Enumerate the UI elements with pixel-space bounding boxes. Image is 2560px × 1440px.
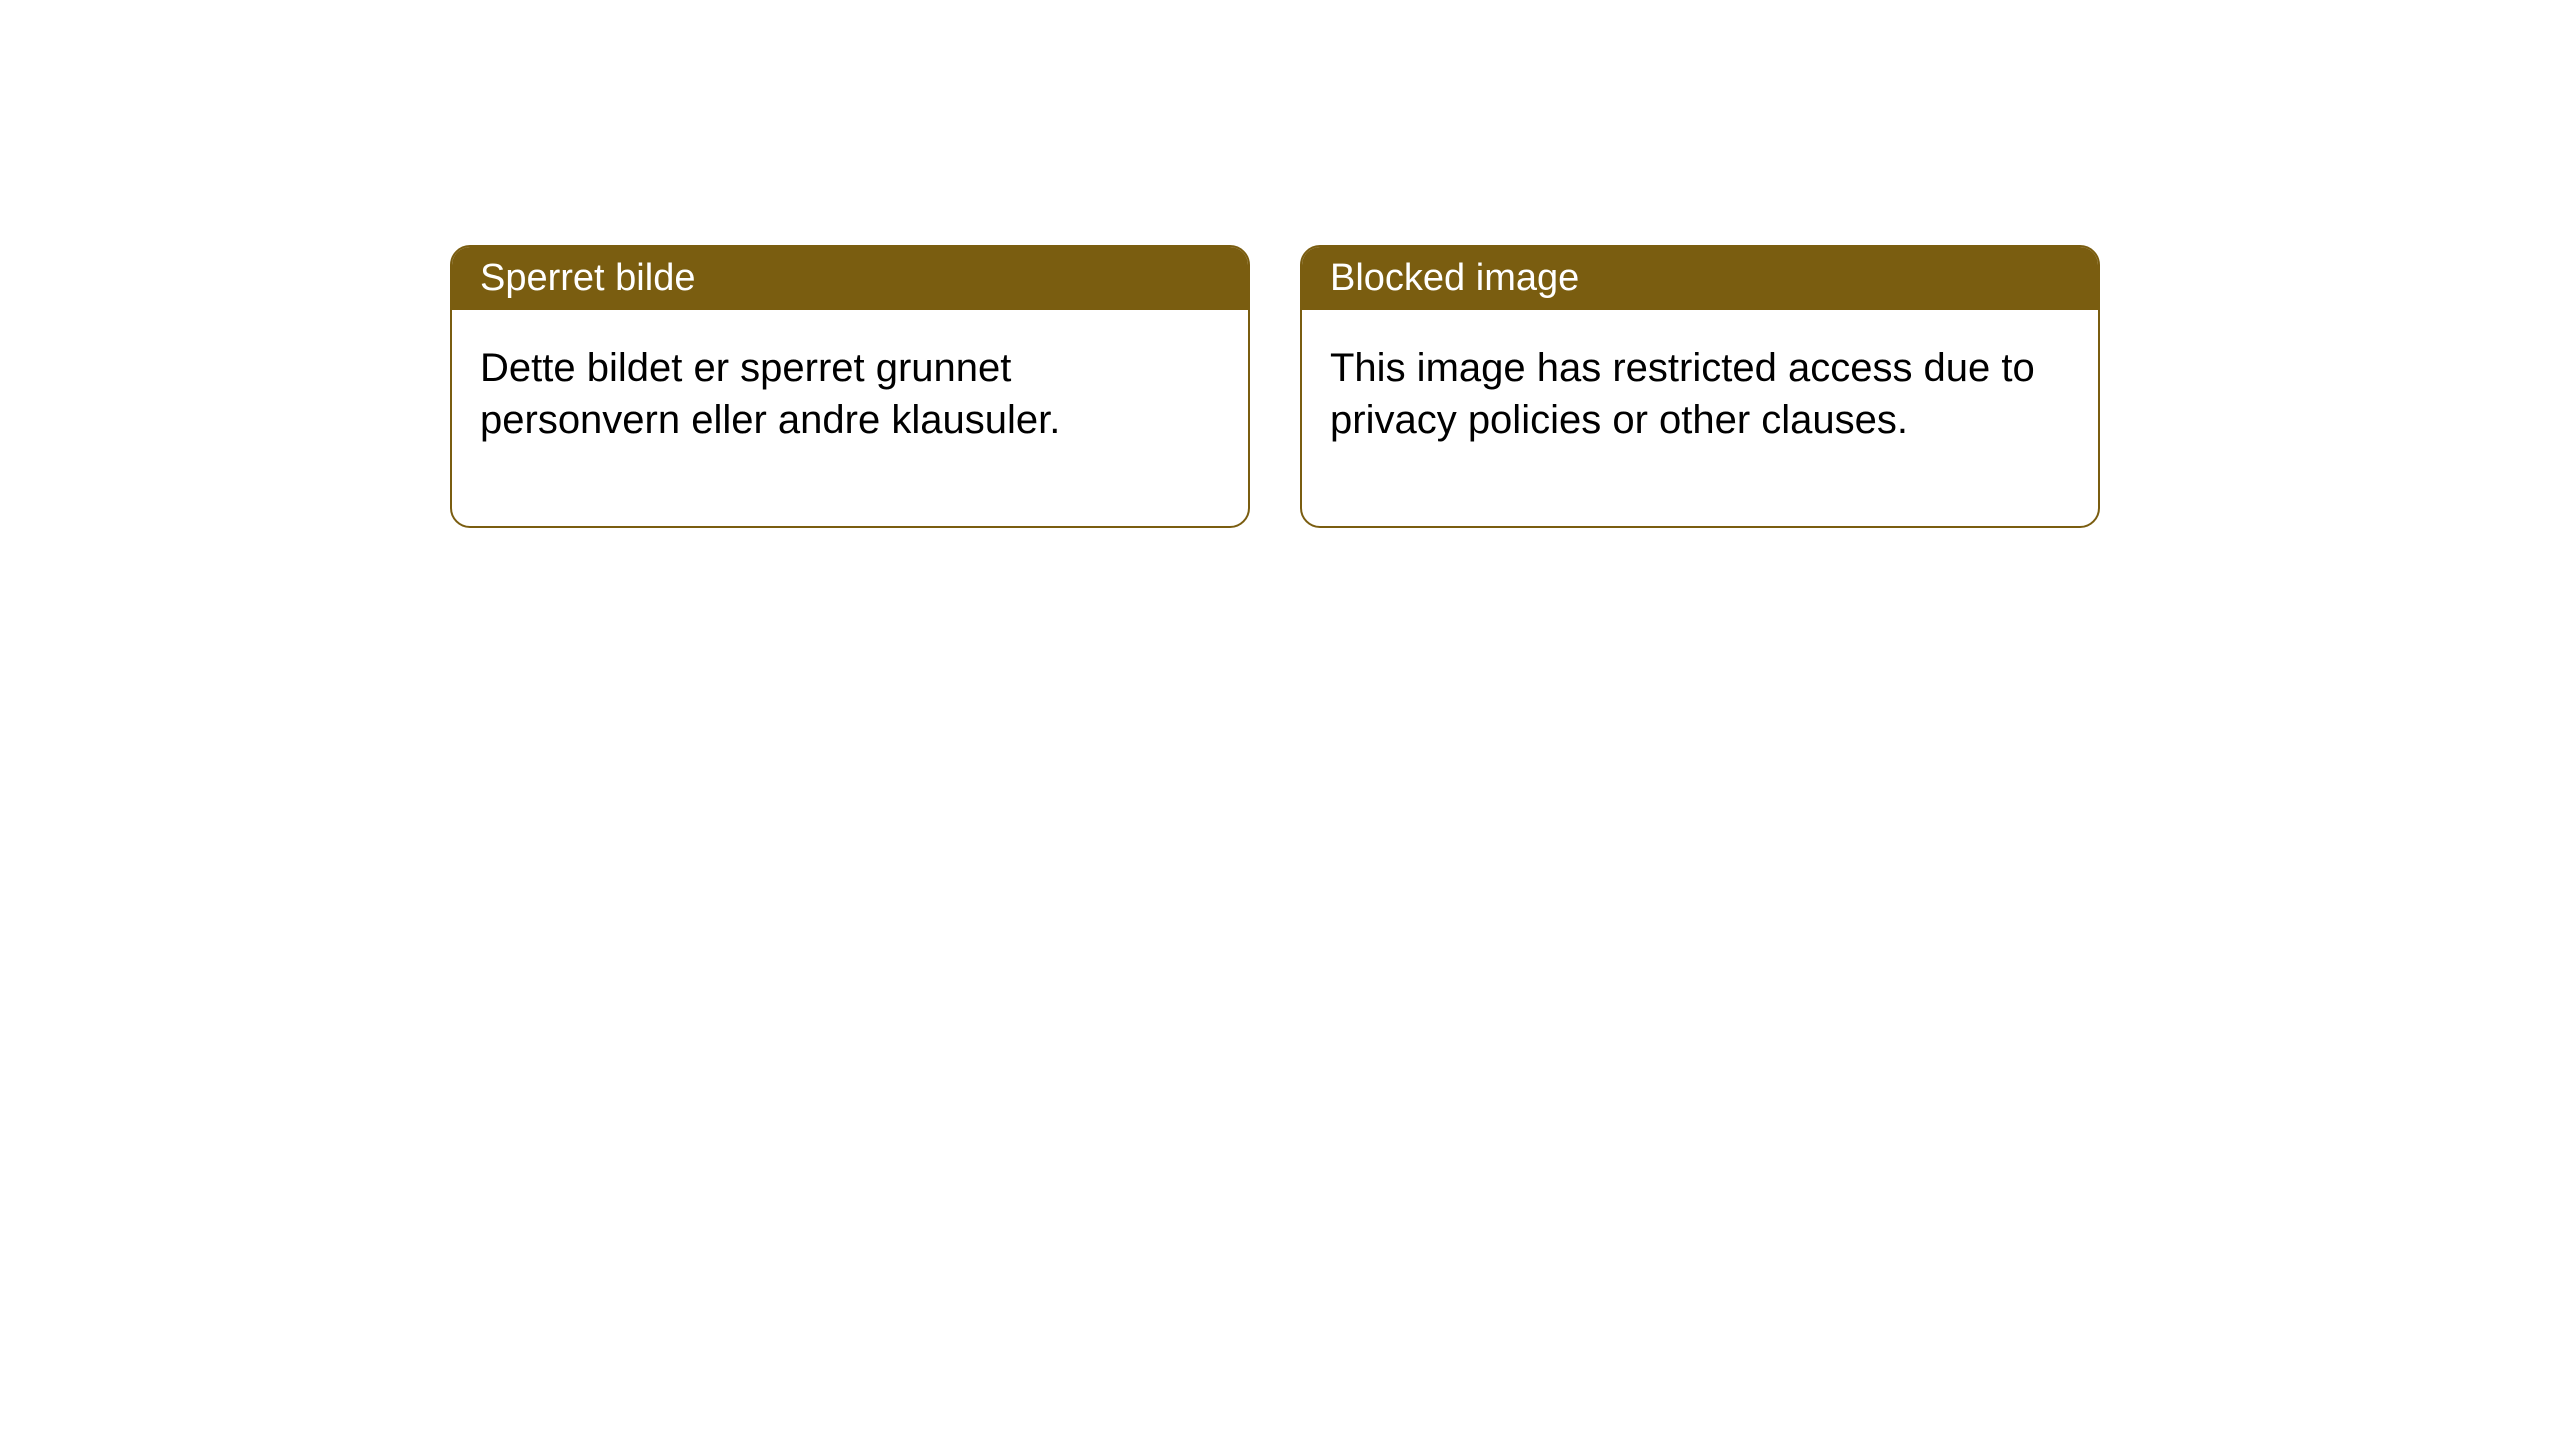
notice-header: Sperret bilde — [452, 247, 1248, 310]
notice-body: Dette bildet er sperret grunnet personve… — [452, 310, 1248, 526]
notice-card-english: Blocked image This image has restricted … — [1300, 245, 2100, 528]
notice-container: Sperret bilde Dette bildet er sperret gr… — [0, 0, 2560, 528]
notice-body: This image has restricted access due to … — [1302, 310, 2098, 526]
notice-header: Blocked image — [1302, 247, 2098, 310]
notice-card-norwegian: Sperret bilde Dette bildet er sperret gr… — [450, 245, 1250, 528]
